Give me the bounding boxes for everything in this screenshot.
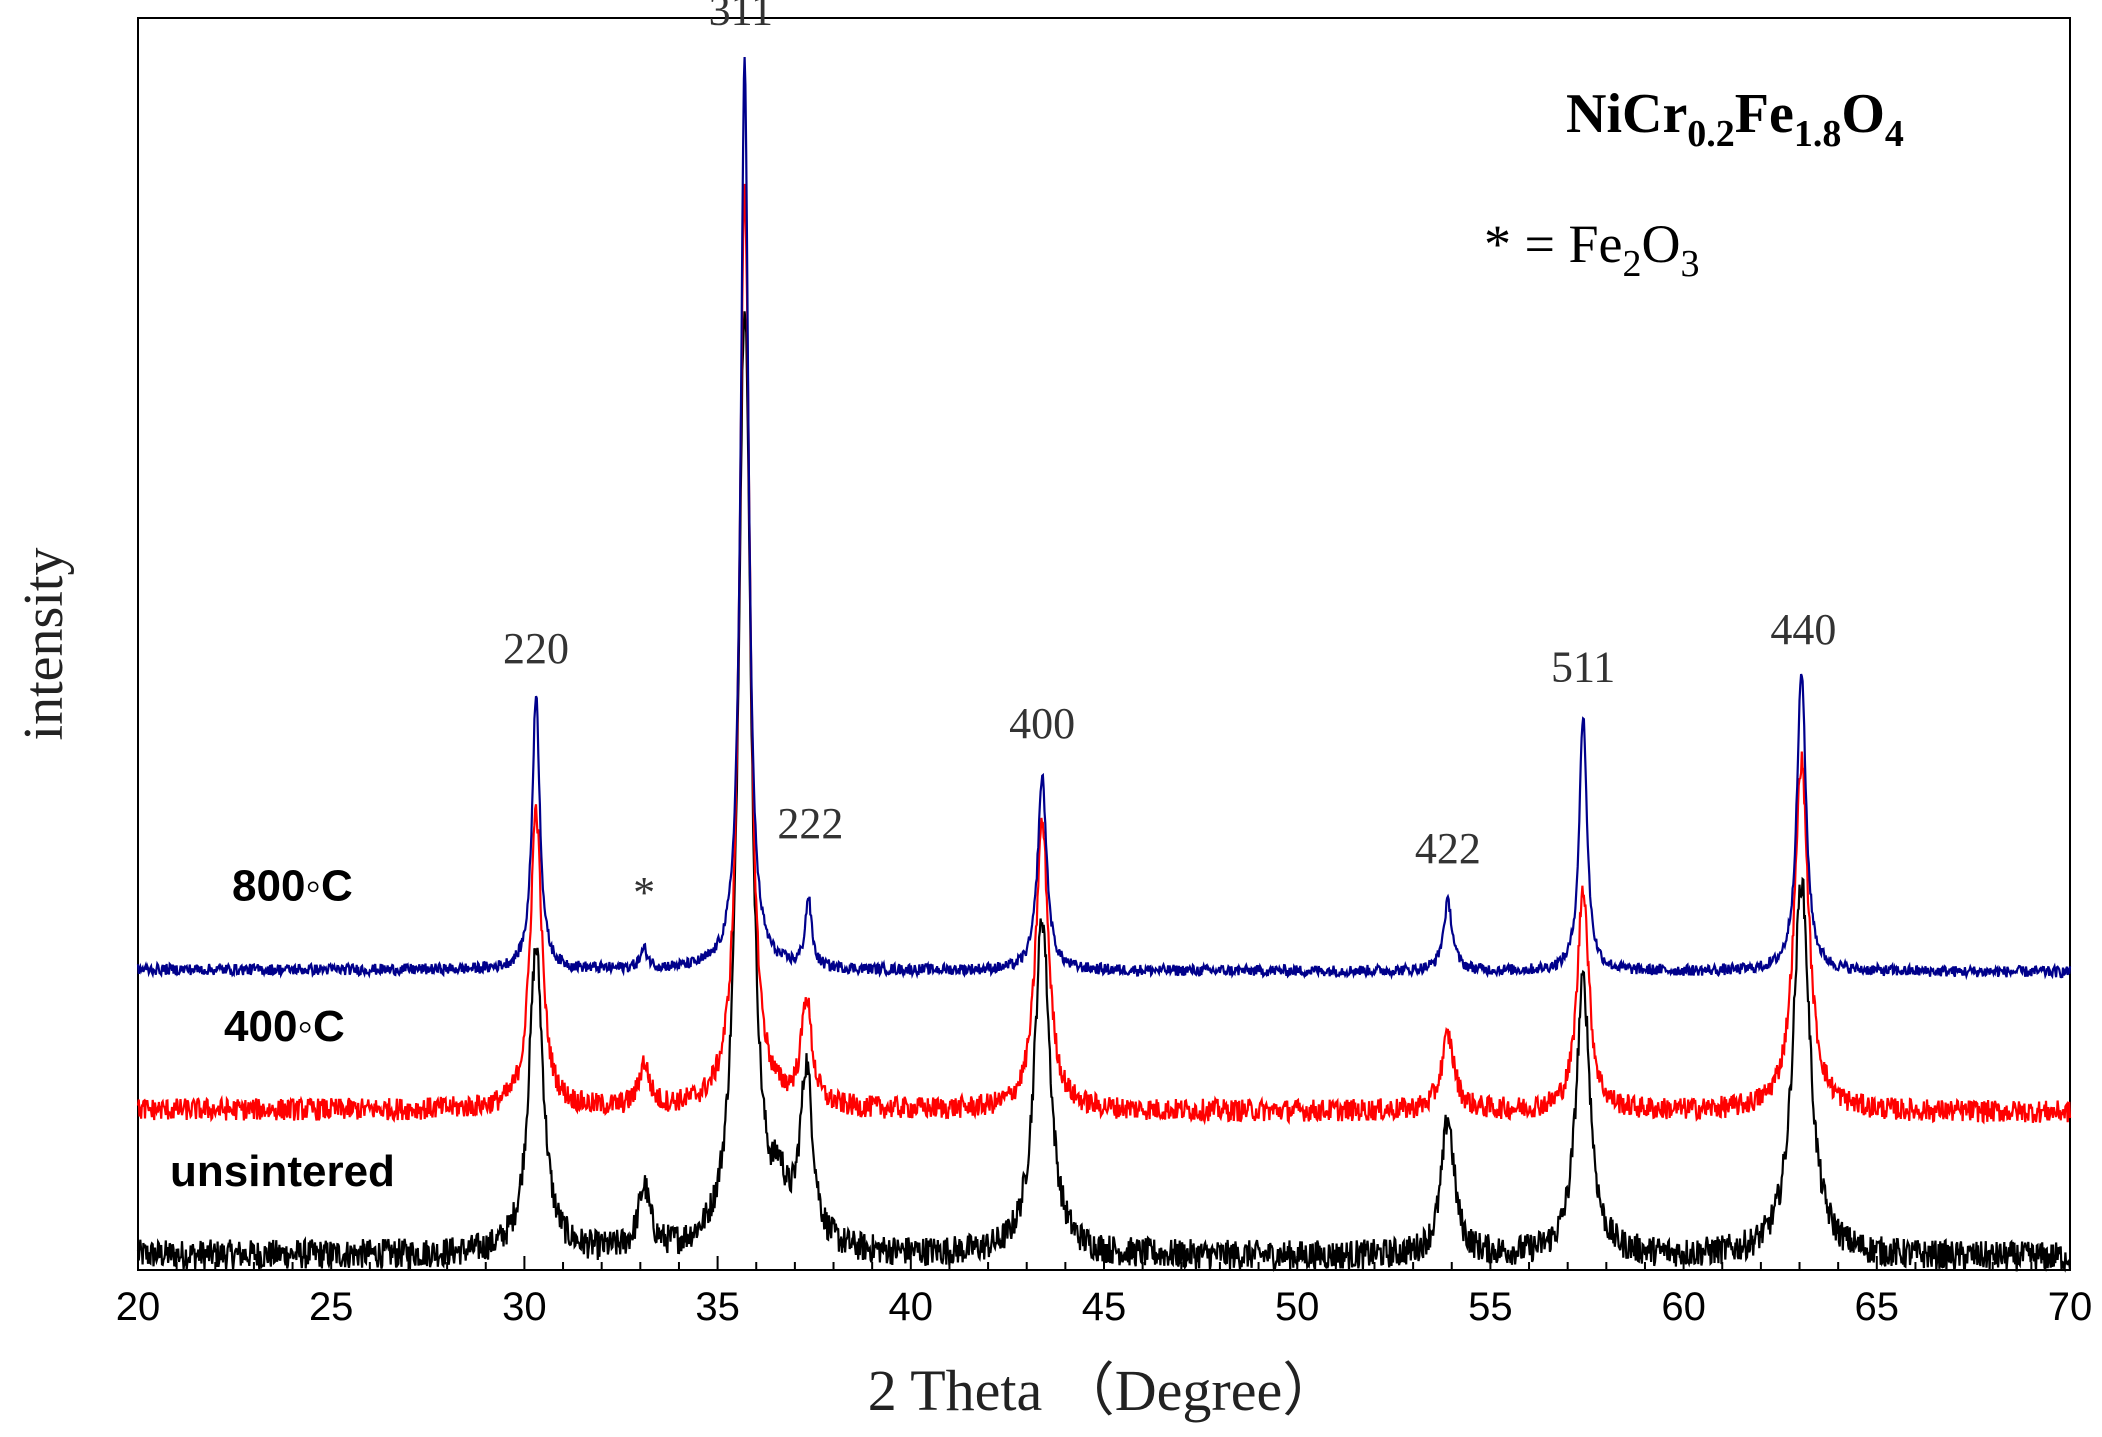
peak-label: 220 xyxy=(503,624,569,673)
x-tick-label: 65 xyxy=(1855,1285,1900,1329)
peak-label: 440 xyxy=(1770,605,1836,654)
subscript: 3 xyxy=(1680,243,1699,285)
x-axis-ticks: 20 25 30 35 40 45 50 55 60 65 70 xyxy=(116,1256,2093,1329)
x-tick-label: 25 xyxy=(309,1285,354,1329)
subscript: 0.2 xyxy=(1687,113,1735,155)
formula-part: O xyxy=(1841,83,1885,145)
subscript: 2 xyxy=(1622,243,1641,285)
x-axis-title: 2 Theta （Degree） xyxy=(868,1358,1340,1423)
series-label: 400◦C xyxy=(224,1002,345,1051)
impurity-note: * = Fe2O3 xyxy=(1484,214,1699,285)
formula-part: O xyxy=(1641,214,1680,274)
peak-label: * xyxy=(633,868,655,917)
x-tick-label: 60 xyxy=(1661,1285,1706,1329)
x-tick-label: 30 xyxy=(502,1285,547,1329)
series-labels: 800◦C 400◦C unsintered xyxy=(170,862,395,1196)
peak-label: 400 xyxy=(1009,699,1075,748)
x-tick-label: 20 xyxy=(116,1285,161,1329)
formula-part: NiCr xyxy=(1566,83,1687,145)
peak-label: 311 xyxy=(709,0,773,34)
peak-annotations: 220 311 222 400 422 511 440 * xyxy=(503,0,1836,917)
y-axis-title: intensity xyxy=(13,548,75,741)
peak-label: 511 xyxy=(1551,643,1615,692)
subscript: 1.8 xyxy=(1794,113,1842,155)
x-tick-label: 40 xyxy=(889,1285,934,1329)
formula-part: Fe xyxy=(1735,83,1794,145)
series-line-800c xyxy=(136,56,2072,981)
compound-formula: NiCr0.2Fe1.8O4 xyxy=(1566,83,1904,155)
subscript: 4 xyxy=(1885,113,1904,155)
series-line-400c xyxy=(136,183,2072,1126)
series-label: 800◦C xyxy=(232,862,353,911)
formula-part: * = Fe xyxy=(1484,214,1622,274)
x-tick-label: 50 xyxy=(1275,1285,1320,1329)
peak-label: 422 xyxy=(1415,824,1481,873)
peak-label: 222 xyxy=(777,799,843,848)
x-tick-label: 45 xyxy=(1082,1285,1127,1329)
x-tick-label: 35 xyxy=(695,1285,740,1329)
series-label: unsintered xyxy=(170,1147,395,1196)
series-line-unsintered xyxy=(136,311,2072,1273)
series-layer xyxy=(136,56,2072,1273)
x-tick-label: 70 xyxy=(2048,1285,2093,1329)
x-tick-label: 55 xyxy=(1468,1285,1513,1329)
